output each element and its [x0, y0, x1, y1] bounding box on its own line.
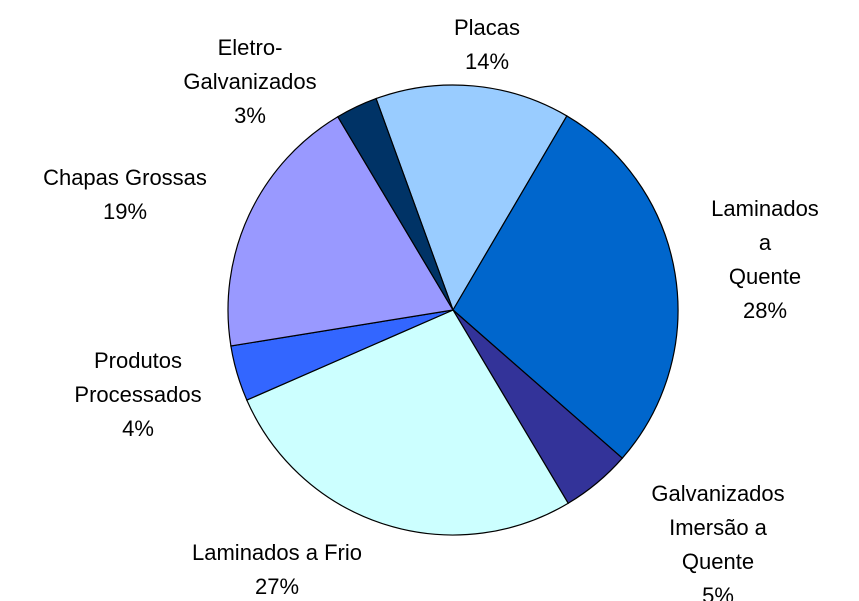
- category-name: Laminados a Quente: [711, 196, 819, 289]
- percent-label: 19%: [102, 199, 148, 224]
- slice-label: Galvanizados Imersão a Quente 5%: [648, 477, 789, 601]
- slice-label: Placas 14%: [454, 11, 520, 79]
- slice-label: Produtos Processados 4%: [74, 344, 201, 446]
- pie-slice: [227, 115, 454, 347]
- category-name: Galvanizados Imersão a Quente: [651, 481, 785, 574]
- percent-label: 4%: [122, 416, 154, 441]
- slice-label: Chapas Grossas 19%: [43, 161, 207, 229]
- pie-slice: [336, 97, 454, 311]
- percent-label: 14%: [464, 49, 510, 74]
- pie-slice: [375, 84, 568, 312]
- category-name: Laminados a Frio: [192, 540, 362, 565]
- percent-label: 5%: [702, 583, 734, 601]
- slice-label: Laminados a Frio 27%: [192, 536, 362, 601]
- category-name: Produtos Processados: [74, 348, 202, 407]
- pie-slice: [246, 309, 570, 536]
- percent-label: 3%: [234, 103, 266, 128]
- category-name: Chapas Grossas: [43, 165, 207, 190]
- pie-slice: [452, 115, 679, 460]
- percent-label: 28%: [742, 298, 788, 323]
- category-name: Eletro- Galvanizados: [183, 35, 317, 94]
- percent-label: 27%: [254, 574, 300, 599]
- category-name: Placas: [453, 15, 521, 40]
- slice-label: Laminados a Quente 28%: [711, 192, 819, 328]
- slice-label: Eletro- Galvanizados 3%: [183, 31, 316, 133]
